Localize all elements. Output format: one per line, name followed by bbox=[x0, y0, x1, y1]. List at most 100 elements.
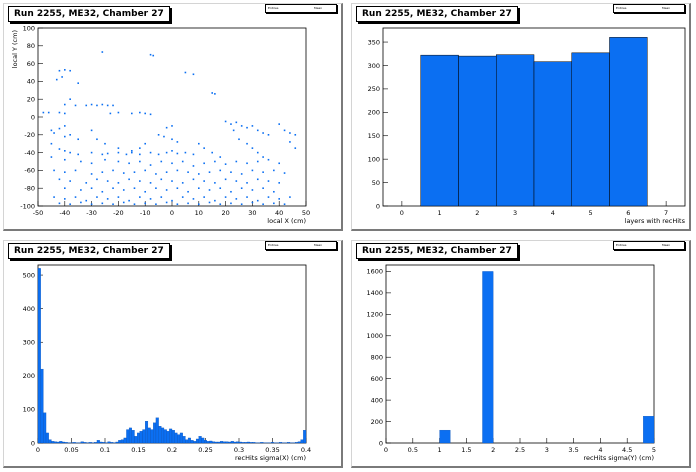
y-tick-label: -60 bbox=[24, 167, 35, 175]
scatter-point bbox=[101, 153, 104, 156]
scatter-point bbox=[144, 169, 146, 172]
scatter-point bbox=[273, 190, 275, 193]
scatter-point bbox=[117, 160, 120, 163]
histogram-bar bbox=[238, 441, 242, 444]
scatter-point bbox=[230, 202, 232, 205]
scatter-point bbox=[128, 199, 130, 202]
scatter-point bbox=[289, 141, 291, 143]
histogram-bar bbox=[171, 430, 175, 444]
histogram-bar bbox=[145, 421, 149, 444]
scatter-point bbox=[133, 203, 136, 206]
y-axis-label: local Y (cm) bbox=[11, 30, 19, 68]
scatter-point bbox=[240, 187, 243, 189]
histogram-bar bbox=[177, 434, 181, 444]
y-tick-label: -80 bbox=[24, 185, 35, 193]
sigma-x-histogram-pad: 0 0.05 0.1 0.15 0.2 0.25 0.3 0.35 0.4 0 100 200 300 4… bbox=[3, 240, 343, 468]
scatter-point bbox=[58, 127, 61, 130]
sigma-y-histogram-svg: 0 0.5 1 1.5 2 2.5 3 3.5 4 4.5 5 0 200 400 600 800 1000 12… bbox=[366, 264, 656, 462]
scatter-point bbox=[208, 201, 211, 204]
scatter-point bbox=[176, 141, 179, 143]
x-tick-label: 5 bbox=[652, 446, 656, 454]
scatter-point bbox=[69, 151, 71, 154]
scatter-point bbox=[64, 135, 66, 138]
scatter-point bbox=[214, 160, 216, 163]
histogram-bar bbox=[150, 429, 154, 444]
scatter-point bbox=[262, 132, 264, 134]
x-tick-label: -30 bbox=[86, 209, 97, 217]
scatter-point bbox=[131, 151, 133, 154]
x-tick-label: 0.5 bbox=[408, 446, 418, 454]
histogram-bar bbox=[107, 441, 111, 444]
y-tick-label: 150 bbox=[368, 132, 380, 140]
scatter-point bbox=[192, 153, 195, 156]
scatter-point bbox=[165, 171, 168, 173]
x-tick-label: 3 bbox=[513, 209, 517, 217]
scatter-point bbox=[192, 73, 195, 76]
histogram-bar bbox=[51, 441, 55, 444]
scatter-point bbox=[64, 158, 66, 161]
x-axis-label: layers with recHits bbox=[625, 217, 686, 225]
scatter-point bbox=[165, 201, 168, 204]
scatter-point bbox=[214, 199, 216, 202]
x-tick-label: -10 bbox=[140, 209, 151, 217]
histogram-bar bbox=[185, 439, 189, 444]
scatter-point bbox=[181, 196, 184, 198]
scatter-point bbox=[176, 187, 179, 189]
scatter-point bbox=[90, 129, 93, 132]
x-tick-label: 5 bbox=[589, 209, 593, 217]
x-tick-label: 4.5 bbox=[622, 446, 632, 454]
histogram-bar bbox=[169, 428, 173, 444]
scatter-point bbox=[90, 203, 93, 206]
x-tick-label: 2 bbox=[475, 209, 479, 217]
scatter-point bbox=[50, 142, 53, 145]
scatter-point bbox=[224, 120, 227, 123]
scatter-point bbox=[273, 202, 275, 205]
scatter-point bbox=[53, 169, 55, 172]
scatter-point bbox=[235, 198, 238, 200]
histogram-bar bbox=[193, 441, 197, 444]
scatter-point bbox=[256, 178, 259, 181]
y-tick-label: -40 bbox=[24, 149, 35, 157]
x-tick-label: 0 bbox=[170, 209, 174, 217]
histogram-bar bbox=[45, 432, 49, 444]
scatter-point bbox=[155, 187, 157, 189]
histogram-bar bbox=[147, 427, 151, 444]
plot-frame bbox=[37, 27, 307, 207]
x-tick-label: 50 bbox=[302, 209, 310, 217]
stats-box: Entries Mean bbox=[265, 4, 337, 13]
scatter-point bbox=[251, 125, 254, 127]
y-tick-label: 0 bbox=[379, 439, 383, 447]
x-tick-label: 0.35 bbox=[265, 446, 279, 454]
plot-frame bbox=[37, 264, 307, 444]
x-tick-label: 3 bbox=[545, 446, 549, 454]
scatter-point bbox=[104, 158, 106, 161]
scatter-point bbox=[69, 98, 71, 100]
scatter-point bbox=[176, 203, 179, 206]
scatter-point bbox=[256, 129, 259, 132]
scatter-point bbox=[235, 160, 238, 163]
y-tick-label: 200 bbox=[23, 372, 35, 380]
scatter-point bbox=[211, 92, 213, 94]
scatter-point bbox=[246, 142, 248, 145]
y-tick-label: 0 bbox=[31, 439, 35, 447]
histogram-bar bbox=[43, 412, 47, 444]
layers-histogram-svg: 0 1 2 3 4 5 6 7 0 50 100 150 200 250 300 350 layers with… bbox=[368, 27, 686, 225]
chart-title: Run 2255, ME32, Chamber 27 bbox=[8, 6, 170, 22]
scatter-point bbox=[192, 198, 195, 200]
x-tick-label: 40 bbox=[275, 209, 283, 217]
scatter-point bbox=[96, 138, 98, 141]
scatter-point bbox=[294, 147, 297, 149]
histogram-bar bbox=[571, 52, 610, 207]
x-tick-label: 0 bbox=[400, 209, 404, 217]
histogram-bar bbox=[241, 442, 245, 444]
scatter-point bbox=[181, 182, 184, 184]
y-tick-label: 100 bbox=[368, 155, 380, 163]
scatter-point bbox=[155, 203, 157, 206]
scatter-point bbox=[64, 112, 66, 115]
scatter-point bbox=[262, 203, 264, 206]
y-tick-label: 80 bbox=[27, 42, 35, 50]
histogram-bar bbox=[64, 442, 68, 444]
scatter-point bbox=[283, 129, 286, 132]
scatter-point bbox=[224, 163, 227, 165]
histogram-bar bbox=[198, 436, 202, 444]
